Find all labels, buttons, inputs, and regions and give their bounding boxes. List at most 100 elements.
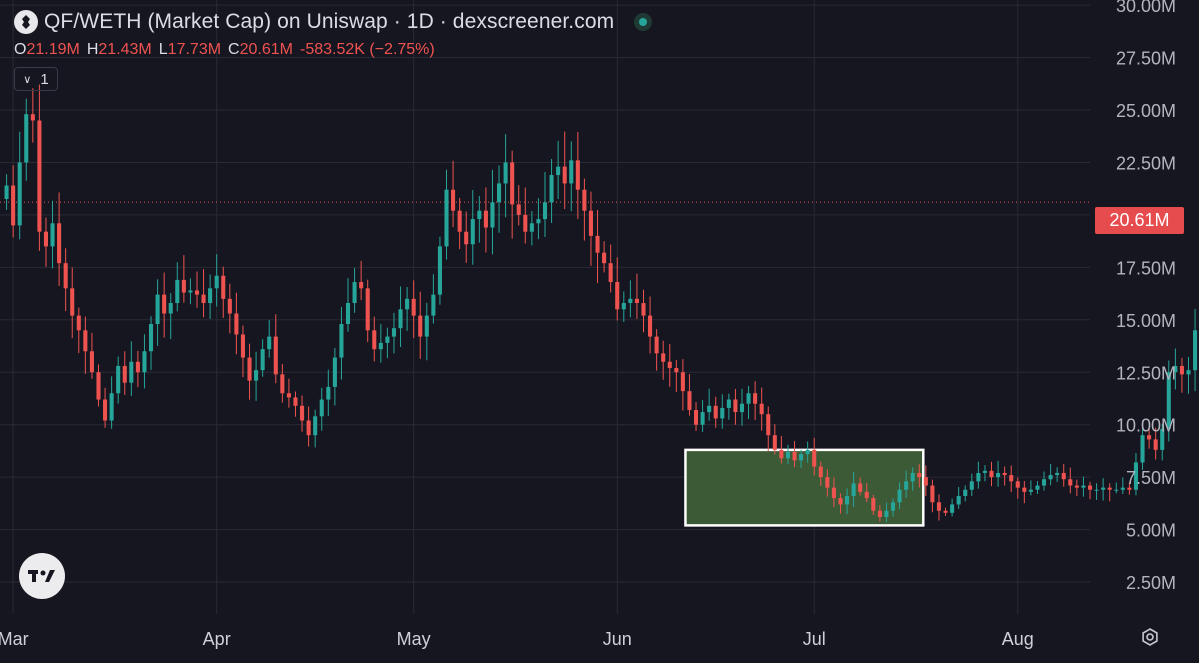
candle-body: [17, 162, 22, 226]
candle-body: [720, 407, 725, 419]
candle-body: [1101, 487, 1106, 490]
candle-body: [707, 405, 712, 413]
candle-body: [1028, 489, 1033, 492]
settings-gear-icon[interactable]: [1139, 626, 1161, 648]
candle-body: [825, 477, 830, 488]
candle-body: [1120, 487, 1125, 490]
candle-body: [326, 386, 331, 400]
candle-body: [122, 365, 127, 383]
candle-body: [904, 481, 909, 490]
y-tick-label: 30.00M: [1116, 0, 1176, 16]
candle-body: [391, 328, 397, 337]
candle-body: [1147, 435, 1152, 440]
candle-body: [910, 472, 915, 482]
candle-body: [378, 342, 383, 350]
candle-body: [1035, 485, 1040, 490]
candle-body: [1140, 435, 1145, 463]
y-tick-label: 15.00M: [1116, 311, 1176, 331]
indicator-count: 1: [40, 70, 49, 88]
candle-body: [319, 399, 324, 417]
candle-body: [503, 162, 508, 184]
candle-body: [628, 298, 633, 304]
candle-body: [542, 202, 548, 220]
candle-body: [240, 334, 245, 358]
candle-body: [792, 451, 797, 461]
candle-body: [293, 397, 298, 406]
candle-body: [103, 399, 108, 421]
candle-body: [129, 361, 134, 383]
high-value: 21.43M: [98, 41, 152, 58]
candle-body: [411, 298, 416, 316]
candle-body: [1042, 479, 1047, 486]
candle-body: [845, 496, 850, 505]
candle-body: [851, 483, 856, 497]
candle-body: [693, 410, 699, 425]
candle-body: [247, 357, 252, 381]
candle-body: [43, 231, 48, 247]
candle-body: [424, 315, 429, 337]
candle-body: [339, 323, 344, 358]
candle-body: [70, 288, 75, 316]
candle-body: [260, 349, 265, 371]
y-tick-label: 22.50M: [1116, 153, 1176, 173]
candle-body: [1193, 330, 1198, 371]
candle-body: [1153, 439, 1158, 450]
candle-body: [273, 336, 278, 375]
candle-body: [1166, 372, 1171, 429]
candle-body: [497, 183, 502, 203]
candle-body: [444, 189, 449, 247]
candle-body: [254, 370, 259, 381]
candle-body: [667, 361, 672, 369]
tradingview-logo-icon[interactable]: [19, 553, 65, 599]
candle-body: [96, 372, 101, 400]
candle-body: [759, 403, 764, 415]
candle-body: [569, 160, 574, 184]
last-price-tag: 20.61M: [1095, 207, 1184, 234]
candle-body: [772, 435, 777, 450]
candle-body: [641, 303, 646, 316]
candle-body: [306, 420, 311, 436]
candle-body: [280, 374, 285, 394]
candle-body: [687, 391, 692, 411]
candle-body: [674, 368, 679, 373]
candle-body: [142, 351, 147, 373]
change-value: -583.52K (−2.75%): [299, 41, 435, 58]
candle-body: [556, 166, 561, 176]
close-value: 20.61M: [239, 41, 293, 58]
ohlc-legend: O21.19M H21.43M L17.73M C20.61M -583.52K (−2…: [14, 41, 442, 59]
candle-body: [385, 336, 390, 343]
candle-body: [871, 498, 876, 511]
candle-body: [1094, 489, 1099, 491]
candle-body: [956, 496, 961, 505]
candle-body: [785, 451, 790, 459]
chevron-down-icon: ∨: [23, 73, 32, 86]
candle-body: [615, 282, 620, 310]
status-dot-icon: [634, 13, 653, 31]
candle-body: [917, 472, 922, 478]
y-tick-label: 2.50M: [1126, 573, 1176, 593]
candle-body: [726, 399, 731, 408]
low-label: L: [158, 41, 168, 58]
candle-body: [63, 263, 68, 289]
candle-body: [818, 466, 823, 478]
candle-body: [181, 279, 186, 293]
x-tick-label: Jun: [603, 629, 632, 649]
candle-body: [831, 487, 836, 499]
candle-body: [608, 263, 613, 283]
candle-body: [989, 470, 994, 478]
candle-body: [996, 472, 1001, 478]
candle-body: [372, 330, 377, 350]
candle-body: [713, 405, 718, 419]
candle-body: [621, 303, 626, 310]
candle-body: [1074, 485, 1079, 488]
candle-body: [227, 298, 232, 314]
candle-body: [864, 491, 869, 499]
indicator-toggle-button[interactable]: ∨ 1: [14, 67, 58, 91]
candle-body: [483, 210, 488, 228]
candle-body: [733, 399, 738, 413]
candle-body: [1160, 428, 1165, 450]
candle-body: [523, 214, 528, 232]
candle-body: [1114, 489, 1119, 491]
candle-body: [602, 252, 607, 264]
